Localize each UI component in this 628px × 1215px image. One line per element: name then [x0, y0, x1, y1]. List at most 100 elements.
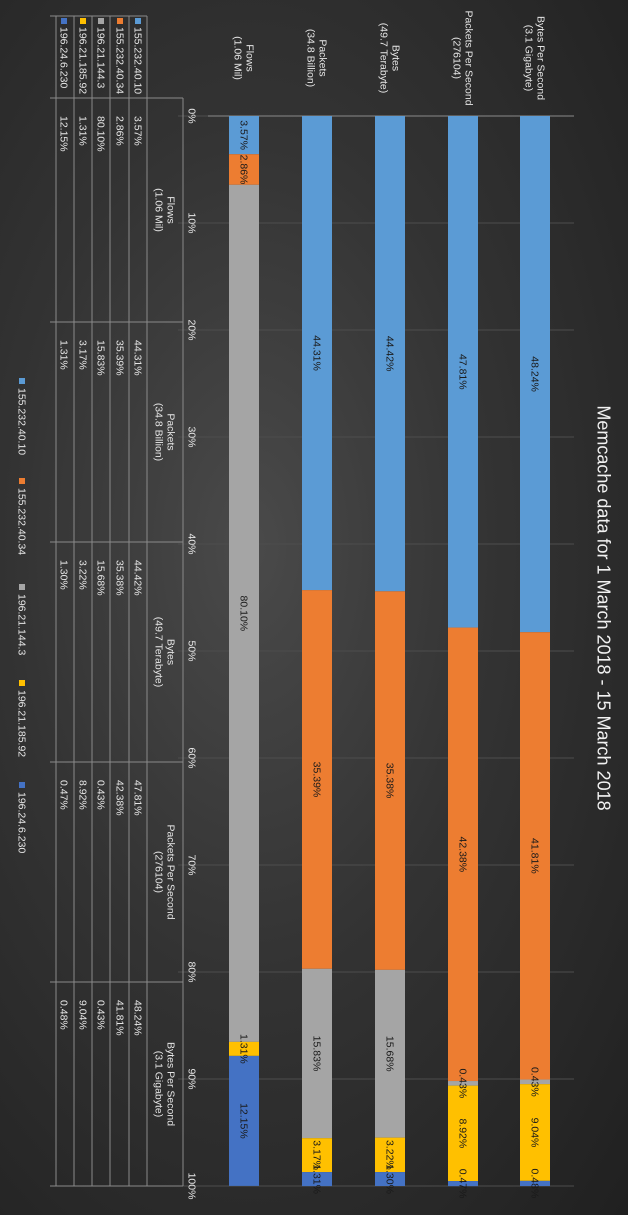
axis-tick-label: 10% — [186, 212, 198, 233]
axis-tick-label: 50% — [186, 640, 198, 661]
bar-segment — [375, 969, 405, 1138]
table-cell: 3.17% — [77, 340, 89, 370]
axis-tick-label: 30% — [186, 426, 198, 447]
data-label: 1.31% — [238, 1034, 250, 1064]
axis-tick-label: 20% — [186, 319, 198, 340]
table-cell: 42.38% — [114, 780, 126, 816]
table-cell: 35.38% — [114, 560, 126, 596]
data-label: 42.38% — [457, 836, 469, 872]
category-label: Packets(34.8 Billion) — [304, 29, 328, 87]
legend-label: 155.232.40.34 — [16, 488, 28, 555]
data-label: 1.31% — [311, 1164, 323, 1194]
bar-segment — [229, 1055, 259, 1186]
table-cell: 3.57% — [132, 116, 144, 146]
table-cell: 80.10% — [95, 116, 107, 152]
bar-segment — [448, 1181, 478, 1187]
table-cell: 8.92% — [77, 780, 89, 810]
axis-tick-label: 70% — [186, 854, 198, 875]
bar-segment — [375, 591, 405, 970]
data-label: 8.92% — [457, 1118, 469, 1148]
data-label: 0.48% — [529, 1169, 541, 1199]
table-row-key — [61, 18, 67, 24]
data-label: 47.81% — [457, 354, 469, 390]
bar-segment — [448, 1085, 478, 1182]
table-column-header: Packets(34.8 Billion) — [152, 403, 176, 461]
table-row-label: 196.21.144.3 — [95, 27, 107, 88]
table-cell: 2.86% — [114, 116, 126, 146]
bar-segment — [520, 1079, 550, 1085]
data-label: 44.31% — [311, 335, 323, 371]
bar-segment — [520, 1180, 550, 1186]
data-label: 0.47% — [457, 1169, 469, 1199]
bar-segment — [302, 1172, 332, 1187]
data-label: 3.17% — [311, 1140, 323, 1170]
legend-swatch — [19, 584, 25, 590]
table-cell: 1.30% — [58, 560, 70, 590]
bar-segment — [448, 627, 478, 1082]
table-cell: 15.83% — [95, 340, 107, 376]
data-label: 44.42% — [384, 336, 396, 372]
bar-segment — [229, 1041, 259, 1056]
data-label: 0.43% — [457, 1068, 469, 1098]
bar-segment — [375, 1172, 405, 1186]
bar-segment — [302, 116, 332, 591]
axis-tick-label: 80% — [186, 961, 198, 982]
data-label: 15.83% — [311, 1036, 323, 1072]
table-cell: 1.31% — [77, 116, 89, 146]
table-cell: 48.24% — [132, 1000, 144, 1036]
table-row-label: 155.232.40.34 — [114, 27, 126, 94]
table-cell: 0.47% — [58, 780, 70, 810]
table-column-header: Packets Per Second(276104) — [152, 824, 176, 919]
data-label: 80.10% — [238, 596, 250, 632]
bar-segment — [520, 116, 550, 633]
table-cell: 3.22% — [77, 560, 89, 590]
table-cell: 12.15% — [58, 116, 70, 152]
table-cell: 41.81% — [114, 1000, 126, 1036]
bar-segment — [302, 590, 332, 969]
bar-segment — [448, 1081, 478, 1086]
legend: 155.232.40.10 155.232.40.34 196.21.144.3 19… — [16, 378, 28, 853]
axis-tick-label: 90% — [186, 1068, 198, 1089]
chart-title: Memcache data for 1 March 2018 - 15 Marc… — [594, 405, 614, 810]
data-label: 41.81% — [529, 838, 541, 874]
bars — [229, 116, 550, 1187]
table-column-header: Bytes Per Second(3.1 Gigabyte) — [152, 1042, 176, 1126]
legend-swatch — [19, 478, 25, 484]
bar-segment — [229, 154, 259, 185]
table-row-label: 196.21.185.92 — [77, 27, 89, 94]
data-label: 48.24% — [529, 356, 541, 392]
legend-swatch — [19, 782, 25, 788]
bar-segment — [302, 968, 332, 1139]
bar-segment — [520, 632, 550, 1080]
table-cell: 1.31% — [58, 340, 70, 370]
table-cell: 0.48% — [58, 1000, 70, 1030]
category-label: Bytes Per Second(3.1 Gigabyte) — [522, 16, 546, 100]
data-label: 15.68% — [384, 1036, 396, 1072]
category-label: Bytes(49.7 Terabyte) — [377, 23, 401, 93]
table-cell: 44.31% — [132, 340, 144, 376]
bar-segment — [302, 1138, 332, 1173]
axis-tick-label: 0% — [186, 108, 198, 123]
table-cell: 47.81% — [132, 780, 144, 816]
legend-swatch — [19, 680, 25, 686]
bar-segment — [375, 1137, 405, 1173]
table-row-key — [117, 18, 123, 24]
table-cell: 35.39% — [114, 340, 126, 376]
bar-segment — [375, 116, 405, 592]
data-label: 1.30% — [384, 1164, 396, 1194]
table-cell: 0.43% — [95, 780, 107, 810]
data-label: 0.43% — [529, 1067, 541, 1097]
data-label: 3.22% — [384, 1140, 396, 1170]
bar-segment — [520, 1084, 550, 1181]
axis-tick-label: 40% — [186, 533, 198, 554]
legend-label: 196.24.6.230 — [16, 792, 28, 853]
table-row-key — [98, 18, 104, 24]
category-label: Flows(1.06 Mil) — [231, 36, 255, 80]
axis-tick-label: 60% — [186, 747, 198, 768]
data-table: Flows(1.06 Mil) Packets(34.8 Billion) Byte… — [50, 15, 184, 1187]
table-row-label: 196.24.6.230 — [58, 27, 70, 88]
legend-label: 155.232.40.10 — [16, 388, 28, 455]
table-cell: 15.68% — [95, 560, 107, 596]
data-label: 9.04% — [529, 1118, 541, 1148]
